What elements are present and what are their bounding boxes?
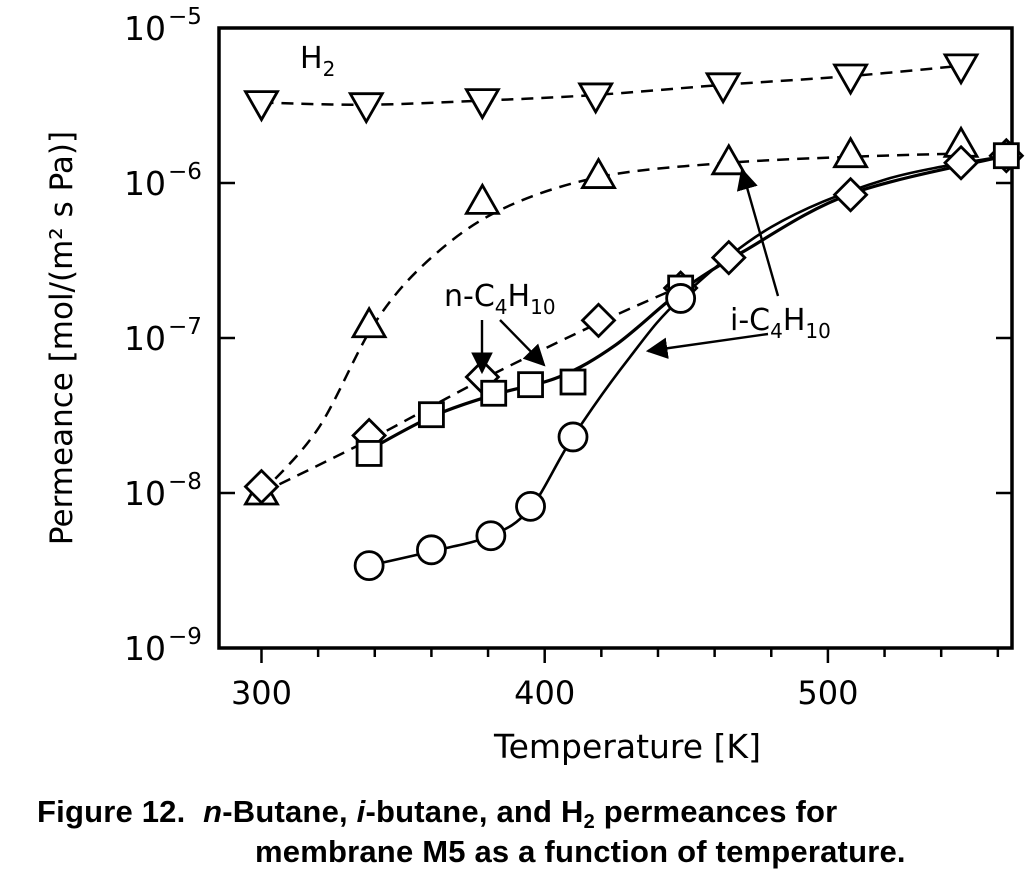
x-tick-label: 400 <box>514 674 575 712</box>
data-markers <box>243 53 1025 582</box>
y-tick-label: 10 <box>124 629 166 668</box>
data-point-triangle-up <box>580 156 617 189</box>
plot-frame <box>217 26 1014 650</box>
data-point-square <box>418 401 445 429</box>
data-point-triangle-down <box>243 90 280 123</box>
y-tick-exponent: −6 <box>168 159 202 185</box>
data-point-triangle-up <box>350 305 388 339</box>
data-point-diamond <box>243 468 280 505</box>
data-point-triangle-down <box>577 82 615 115</box>
y-tick-exponent: −7 <box>168 314 202 340</box>
y-tick-label: 10 <box>124 9 166 48</box>
caption-text-1: -Butane, <box>222 794 348 829</box>
y-tick-exponent: −5 <box>168 4 202 30</box>
data-point-circle <box>416 534 447 566</box>
i-butane-upper-fit-curve <box>260 152 962 494</box>
data-point-square <box>992 142 1020 170</box>
figure-caption-line-2: membrane M5 as a function of temperature… <box>255 834 906 870</box>
data-point-triangle-down <box>832 63 869 96</box>
caption-text-3: permeances for <box>594 794 838 829</box>
y-tick-label: 10 <box>124 319 166 358</box>
y-tick-exponent: −8 <box>168 469 202 495</box>
data-point-square <box>517 371 544 399</box>
caption-line-2: membrane M5 as a function of temperature… <box>255 834 906 869</box>
n-butane-upper-fit-curve <box>260 285 682 495</box>
y-tick-label: 10 <box>124 474 166 513</box>
x-tick-label: 500 <box>797 674 858 712</box>
axes <box>217 26 1014 663</box>
data-point-triangle-up <box>463 182 501 215</box>
data-point-circle <box>475 520 507 552</box>
data-point-circle <box>353 550 385 582</box>
caption-label: Figure 12. <box>37 794 186 829</box>
data-point-square <box>355 440 383 467</box>
data-point-triangle-down <box>463 88 501 121</box>
arrow-i-butane-2 <box>645 332 769 359</box>
y-tick-label: 10 <box>124 164 166 203</box>
caption-sub-2: 2 <box>583 811 595 833</box>
data-point-triangle-up <box>832 135 869 169</box>
x-tick-label: 300 <box>231 674 292 712</box>
data-point-circle <box>557 421 589 453</box>
x-axis-label: Temperature [K] <box>493 727 761 766</box>
label-n-butane: n-C4H10 <box>444 279 556 319</box>
y-tick-exponent: −9 <box>168 624 202 650</box>
data-point-triangle-down <box>942 53 980 86</box>
caption-n-italic: n <box>203 794 223 829</box>
annotations: H2 n-C4H10 i-C4H10 <box>300 41 831 375</box>
data-point-diamond <box>832 176 869 213</box>
label-i-butane: i-C4H10 <box>730 303 831 343</box>
data-point-circle <box>665 283 697 314</box>
caption-text-2: -butane, and H <box>365 794 584 829</box>
data-point-circle <box>515 490 546 522</box>
data-point-diamond <box>943 144 980 181</box>
figure-caption-line-1: Figure 12. n-Butane, i-butane, and H2 pe… <box>37 794 837 834</box>
caption-i-italic: i <box>356 794 366 829</box>
data-point-square <box>480 379 508 407</box>
data-point-square <box>559 368 587 396</box>
label-h2: H2 <box>300 41 335 81</box>
data-point-diamond <box>580 302 617 339</box>
y-axis-label: Permeance [mol/(m² s Pa)] <box>44 131 80 545</box>
data-point-triangle-down <box>704 72 742 105</box>
data-point-diamond <box>710 239 747 276</box>
data-point-triangle-down <box>347 92 385 125</box>
arrow-i-butane-1 <box>736 167 780 297</box>
data-point-triangle-up <box>710 142 748 176</box>
arrow-n-butane-2 <box>499 319 546 367</box>
i-butane-fit-curve <box>368 154 1007 567</box>
